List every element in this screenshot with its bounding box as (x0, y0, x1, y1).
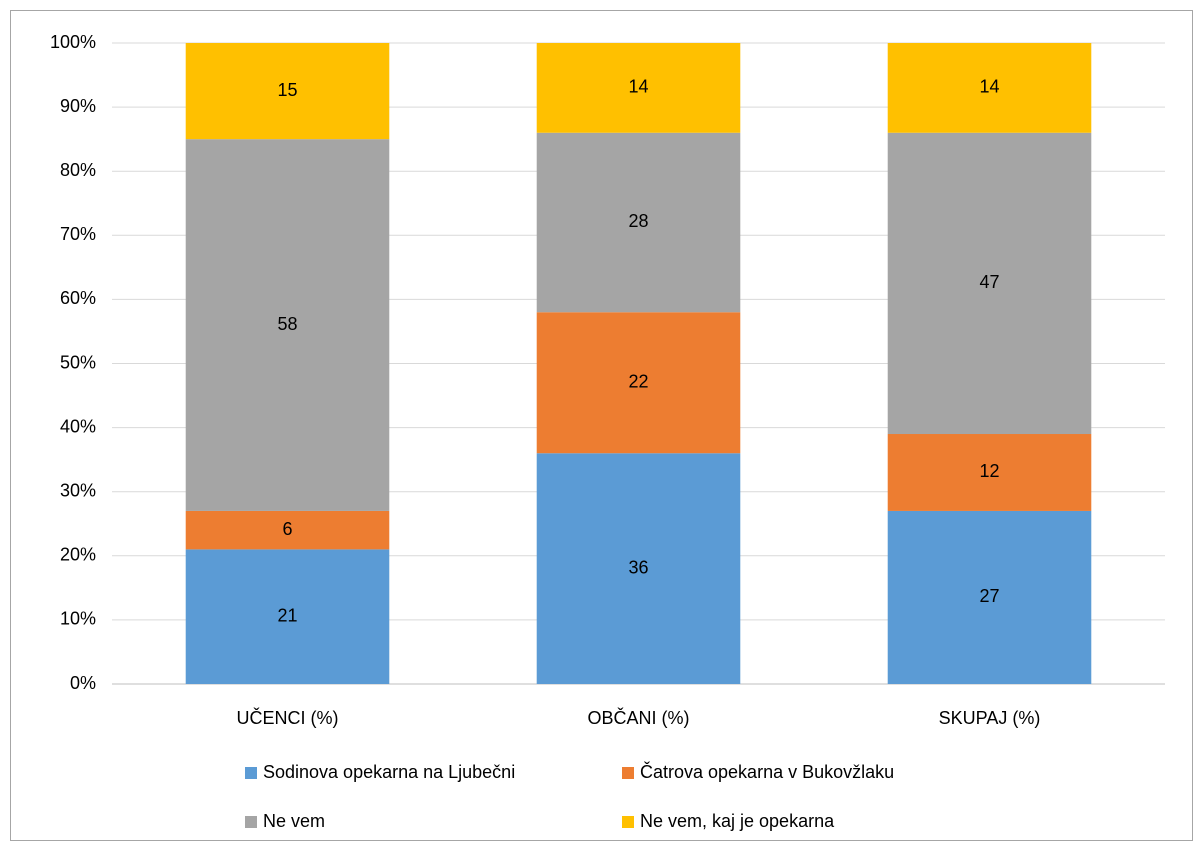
data-label: 21 (277, 605, 297, 625)
data-label: 12 (979, 461, 999, 481)
legend-swatch (622, 816, 634, 828)
y-tick-label: 80% (60, 160, 96, 180)
bar-segment (887, 434, 1092, 511)
y-tick-label: 0% (70, 673, 96, 693)
bar-segment (887, 510, 1092, 684)
x-tick-label: OBČANI (%) (587, 707, 689, 728)
x-tick-label: UČENCI (%) (237, 707, 339, 728)
bar-segment (185, 549, 390, 684)
data-label: 58 (277, 314, 297, 334)
legend-swatch (245, 816, 257, 828)
legend-swatch (622, 767, 634, 779)
bar-segment (536, 132, 741, 313)
y-tick-label: 70% (60, 224, 96, 244)
x-tick-label: SKUPAJ (%) (939, 708, 1041, 728)
y-tick-label: 60% (60, 288, 96, 308)
data-label: 6 (282, 519, 292, 539)
y-tick-label: 10% (60, 609, 96, 629)
y-tick-label: 40% (60, 416, 96, 436)
legend-label: Sodinova opekarna na Ljubečni (263, 762, 515, 782)
legend-label: Ne vem, kaj je opekarna (640, 811, 835, 831)
bar-segment (536, 453, 741, 684)
data-label: 22 (628, 371, 648, 391)
bar-segment (536, 312, 741, 454)
y-tick-label: 90% (60, 96, 96, 116)
bar-segment (185, 43, 390, 140)
data-label: 27 (979, 586, 999, 606)
bar-segment (185, 139, 390, 511)
bar-segment (887, 132, 1092, 435)
bar-segment (536, 43, 741, 133)
legend-label: Ne vem (263, 811, 325, 831)
data-label: 15 (277, 80, 297, 100)
data-label: 36 (628, 557, 648, 577)
bar-segment (887, 43, 1092, 133)
data-label: 14 (628, 77, 648, 97)
y-tick-label: 30% (60, 480, 96, 500)
legend-label: Čatrova opekarna v Bukovžlaku (640, 761, 894, 782)
data-label: 14 (979, 77, 999, 97)
bar-segment (185, 510, 390, 550)
y-tick-label: 20% (60, 545, 96, 565)
y-tick-label: 50% (60, 352, 96, 372)
data-label: 28 (628, 211, 648, 231)
data-label: 47 (979, 272, 999, 292)
y-tick-label: 100% (50, 32, 96, 52)
legend-swatch (245, 767, 257, 779)
